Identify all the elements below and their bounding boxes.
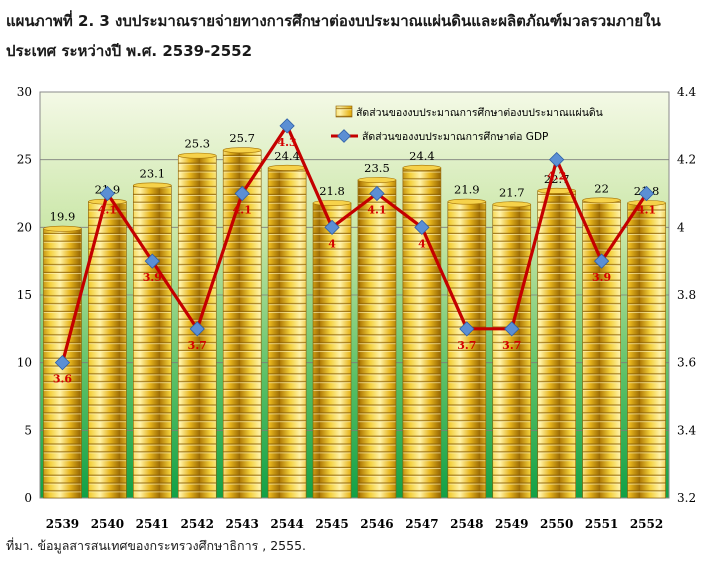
bar-value-label: 21.8 [319,184,345,198]
bar-value-label: 21.9 [454,183,480,197]
line-point [369,185,385,202]
bar [88,198,127,499]
chart-title: แผนภาพที่ 2. 3 งบประมาณรายจ่ายทางการศึกษ… [6,12,661,60]
x-tick-label: 2547 [405,517,438,531]
bar-value-label: 24.4 [409,149,435,163]
bar-value-label: 25.3 [184,137,210,151]
bar-value-label: 25.7 [229,131,255,145]
y-left-tick-label: 20 [17,220,32,234]
y-right-tick-label: 3.8 [677,288,696,302]
bar-value-label: 21.7 [499,185,525,199]
line-point [54,355,71,371]
y-left-tick-label: 25 [17,153,32,167]
line-point [638,185,655,202]
bar [447,198,487,499]
line-point [459,321,475,337]
line-value-label: 3.6 [53,373,72,386]
legend: สัดส่วนของงบประมาณการศึกษาต่องบประมาณแผ่… [331,105,603,143]
source-note: ที่มา. ข้อมูลสารสนเทศของกระทรวงศึกษาธิกา… [6,538,307,553]
y-left-tick-label: 5 [24,423,32,437]
line-value-label: 3.7 [502,339,521,352]
y-axis-left: 0 5 10 15 20 25 30 [17,85,32,505]
x-tick-label: 2543 [225,517,258,531]
legend-line-label: สัดส่วนของงบประมาณการศึกษาต่อ GDP [362,131,548,143]
line-value-label: 4.2 [547,170,566,183]
bar [133,182,172,499]
line-point [234,185,250,202]
y-axis-right: 3.2 3.4 3.6 3.8 4 4.2 4.4 [677,85,696,505]
y-left-tick-label: 15 [17,288,32,302]
x-tick-label: 2541 [136,517,169,531]
line-value-label: 4 [328,237,336,250]
bar-value-label: 22 [594,181,609,195]
line-value-label: 4.1 [233,204,252,217]
x-tick-label: 2545 [315,517,348,531]
line-value-label: 3.7 [457,339,476,352]
y-left-tick-label: 10 [17,356,32,370]
legend-line-marker [337,129,351,143]
legend-bar-swatch [335,105,353,118]
x-tick-label: 2544 [270,517,303,531]
bar [627,200,666,499]
x-tick-label: 2550 [540,517,573,531]
bar-value-label: 19.9 [50,210,76,224]
bar [402,164,442,499]
bar-series [43,147,666,499]
x-tick-label: 2539 [46,517,79,531]
bar [312,200,352,499]
x-tick-label: 2540 [91,517,124,531]
legend-bar-label: สัดส่วนของงบประมาณการศึกษาต่องบประมาณแผ่… [356,107,603,119]
y-left-tick-label: 30 [17,85,32,99]
bar [357,177,397,499]
line-point [144,253,160,269]
bar [267,164,307,499]
bar-value-label: 23.5 [364,161,390,175]
y-right-tick-label: 3.6 [677,356,696,370]
bar [492,201,532,499]
bar-value-label: 24.4 [274,149,300,163]
bar [582,197,621,499]
y-right-tick-label: 4.4 [677,85,696,99]
line-value-label: 4.1 [367,204,386,217]
line-value-label: 3.9 [143,271,162,284]
x-tick-label: 2552 [630,517,663,531]
bar-value-label: 23.1 [140,166,166,180]
line-point [504,321,520,337]
bar [43,225,82,499]
line-path [60,124,648,364]
line-point [549,152,565,168]
y-right-tick-label: 3.4 [677,423,696,437]
line-point [99,185,116,202]
y-right-tick-label: 3.2 [677,491,696,505]
y-left-tick-label: 0 [24,491,32,505]
line-series [54,118,655,371]
line-value-label: 3.7 [188,339,207,352]
line-value-label: 4.1 [637,204,656,217]
line-value-label: 4 [418,237,426,250]
line-value-label: 3.9 [592,271,611,284]
y-right-tick-label: 4.2 [677,153,696,167]
x-tick-label: 2549 [495,517,528,531]
y-right-tick-label: 4 [677,220,685,234]
x-tick-label: 2548 [450,517,483,531]
line-point [189,321,205,337]
line-point [279,118,295,134]
x-tick-label: 2546 [360,517,393,531]
x-tick-label: 2542 [181,517,214,531]
bar [537,187,576,499]
line-point [414,219,430,235]
bar [222,147,262,499]
line-value-label: 4.3 [278,136,297,149]
line-point [324,219,340,235]
line-value-label: 4.1 [98,204,117,217]
line-value-labels: 3.6 4.1 3.9 3.7 4.1 4.3 4 4.1 4 3.7 3.7 4.2 3.9 4.1 [53,136,656,386]
x-tick-label: 2551 [585,517,618,531]
x-axis: 2539 2540 2541 2542 2543 2544 2545 2546 2547 2548… [46,517,663,531]
line-point [593,253,610,269]
